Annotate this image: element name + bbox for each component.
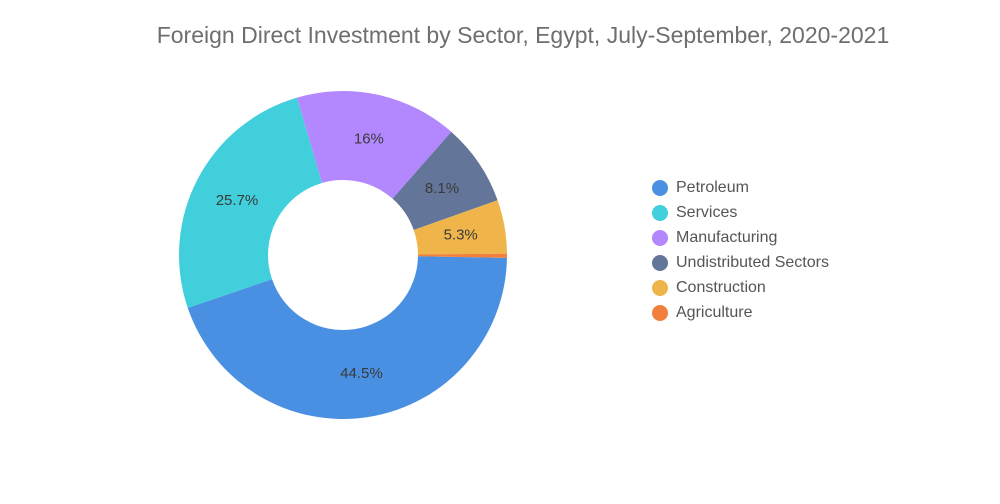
legend-label-undistributed-sectors: Undistributed Sectors xyxy=(676,253,829,271)
legend-swatch-agriculture xyxy=(652,304,668,321)
slice-construction[interactable] xyxy=(413,200,507,255)
slice-label-manufacturing: 16% xyxy=(354,130,384,147)
slice-undistributed-sectors[interactable] xyxy=(392,131,498,230)
slice-manufacturing[interactable] xyxy=(297,91,452,199)
legend-item-agriculture[interactable]: Agriculture xyxy=(652,300,829,325)
legend-item-undistributed-sectors[interactable]: Undistributed Sectors xyxy=(652,250,829,275)
legend-swatch-services xyxy=(652,204,668,221)
slice-label-undistributed-sectors: 8.1% xyxy=(425,180,459,197)
slice-label-construction: 5.3% xyxy=(444,226,478,243)
slice-services[interactable] xyxy=(179,97,322,308)
legend-label-construction: Construction xyxy=(676,278,766,296)
legend-label-petroleum: Petroleum xyxy=(676,178,749,196)
legend-swatch-undistributed-sectors xyxy=(652,254,668,271)
legend-label-services: Services xyxy=(676,203,738,221)
slice-petroleum[interactable] xyxy=(187,256,507,419)
legend-item-manufacturing[interactable]: Manufacturing xyxy=(652,225,829,250)
legend-item-construction[interactable]: Construction xyxy=(652,275,829,300)
slice-label-petroleum: 44.5% xyxy=(340,365,383,382)
legend-label-manufacturing: Manufacturing xyxy=(676,228,778,246)
slice-label-services: 25.7% xyxy=(216,192,259,209)
legend-item-petroleum[interactable]: Petroleum xyxy=(652,175,829,200)
chart-legend: Petroleum Services Manufacturing Undistr… xyxy=(652,175,829,325)
chart-title: Foreign Direct Investment by Sector, Egy… xyxy=(156,22,890,48)
legend-item-services[interactable]: Services xyxy=(652,200,829,225)
legend-label-agriculture: Agriculture xyxy=(676,303,753,321)
legend-swatch-petroleum xyxy=(652,179,668,196)
slice-agriculture[interactable] xyxy=(417,253,508,258)
legend-swatch-manufacturing xyxy=(652,229,668,246)
legend-swatch-construction xyxy=(652,279,668,296)
